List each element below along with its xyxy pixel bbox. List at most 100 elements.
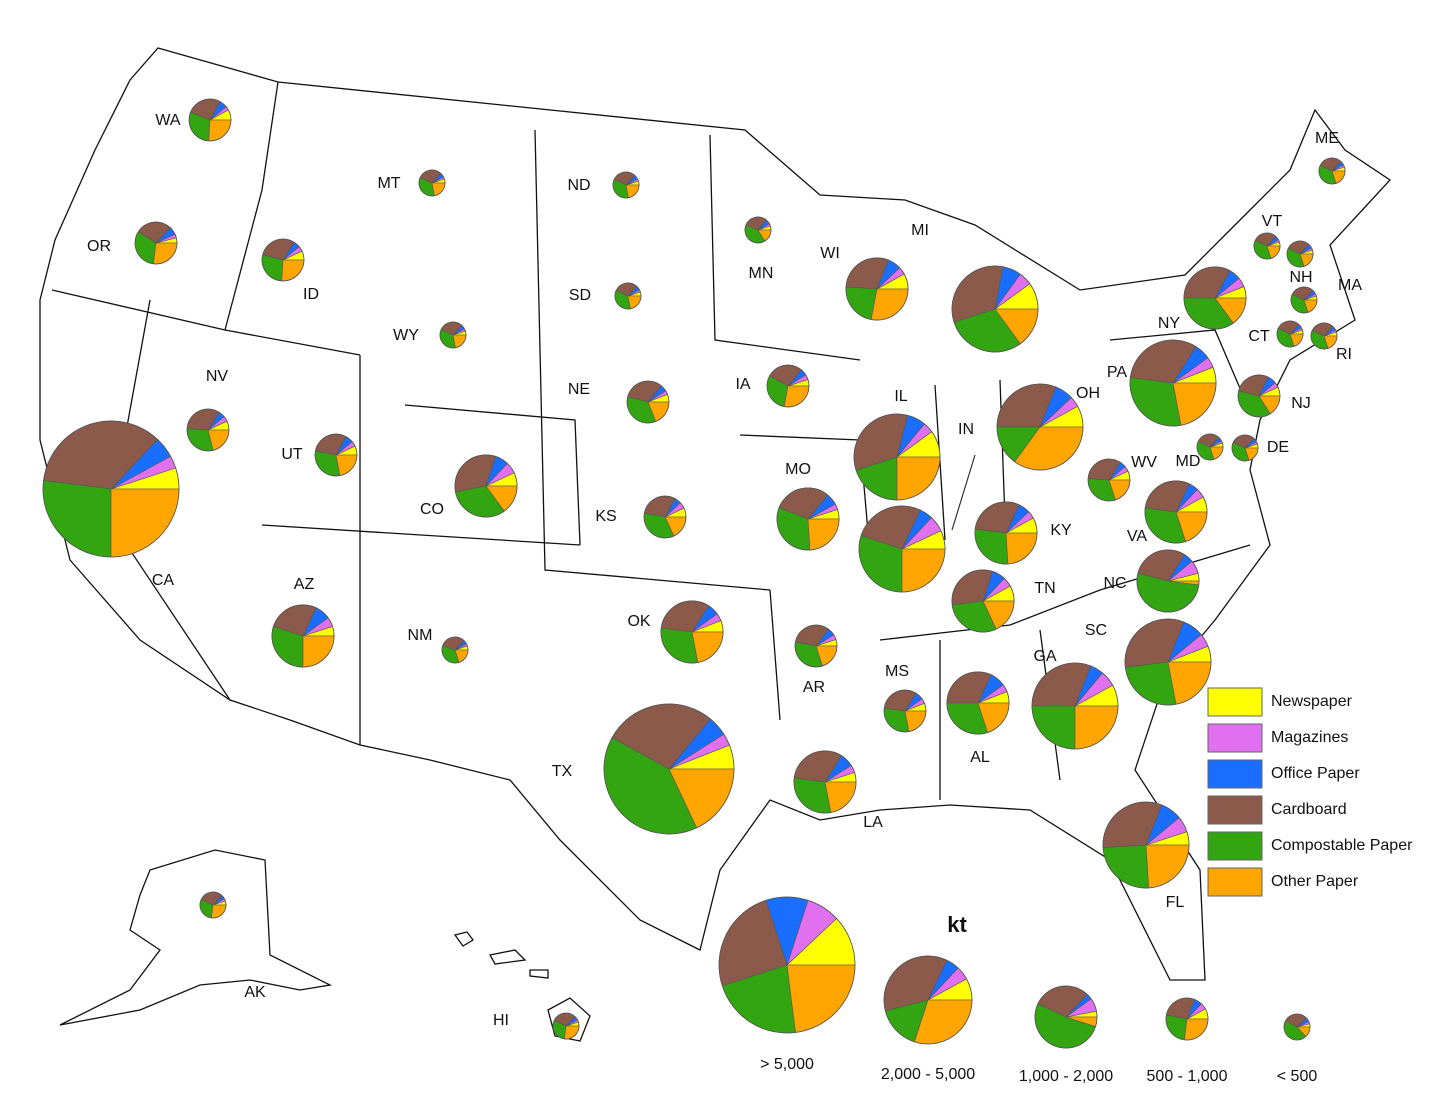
pie-outline [134, 221, 178, 265]
pie-outline [614, 282, 642, 310]
state-label: OR [87, 238, 111, 255]
state-label: CT [1248, 328, 1270, 345]
state-label: DE [1267, 439, 1289, 456]
state-label: PA [1107, 364, 1127, 381]
legend-swatch [1207, 723, 1263, 753]
pie-outline [794, 624, 838, 668]
pie-outline [199, 891, 227, 919]
pie-outline [42, 420, 180, 558]
state-label: GA [1033, 648, 1056, 665]
state-label: ID [303, 286, 319, 303]
pie-outline [996, 383, 1084, 471]
state-label: AK [244, 984, 266, 1001]
pie-outline [643, 495, 687, 539]
state-label: NY [1158, 315, 1181, 332]
pie-outline [441, 636, 469, 664]
state-label: VT [1262, 213, 1283, 230]
state-label: KS [595, 508, 616, 525]
pie-outline [1087, 458, 1131, 502]
size-legend-label: < 500 [1277, 1068, 1318, 1085]
pie-outline [418, 169, 446, 197]
state-label: MI [911, 222, 929, 239]
pie-outline [1237, 374, 1281, 418]
legend-swatch [1207, 795, 1263, 825]
state-label: OH [1076, 385, 1100, 402]
state-label: IL [894, 388, 907, 405]
pie-outline [552, 1012, 580, 1040]
pie-outline [314, 433, 358, 477]
state-label: MO [785, 461, 811, 478]
pie-outline [974, 501, 1038, 565]
pie-outline [1253, 232, 1281, 260]
pie-outline [883, 955, 973, 1045]
pie-outline [1231, 434, 1259, 462]
pie-outline [845, 257, 909, 321]
size-legend-label: 2,000 - 5,000 [881, 1066, 975, 1083]
pie-outline [439, 321, 467, 349]
state-label: NC [1103, 575, 1126, 592]
pie-outline [1102, 801, 1190, 889]
state-label: NH [1289, 269, 1312, 286]
state-label: NM [408, 627, 433, 644]
state-label: KY [1050, 522, 1072, 539]
legend-swatch [1207, 687, 1263, 717]
state-label: VA [1127, 528, 1147, 545]
state-label: TX [552, 763, 573, 780]
pie-outline [626, 380, 670, 424]
state-label: MS [885, 663, 909, 680]
state-label: TN [1034, 580, 1055, 597]
pie-outline [1286, 240, 1314, 268]
legend-label: Magazines [1271, 729, 1348, 746]
state-label: LA [863, 814, 883, 831]
pie-outline [1124, 618, 1212, 706]
hawaii-outline [453, 931, 591, 1042]
pie-outline [1034, 985, 1098, 1049]
pie-outline [718, 896, 856, 1034]
pie-slice [1184, 1018, 1209, 1041]
pie-outline [1290, 286, 1318, 314]
state-label: NV [206, 368, 229, 385]
pie-outline [776, 487, 840, 551]
size-legend-label: 1,000 - 2,000 [1019, 1068, 1113, 1085]
legend-swatch [1207, 831, 1263, 861]
pie-slice [786, 964, 856, 1033]
state-label: NJ [1291, 395, 1311, 412]
pie-outline [1276, 320, 1304, 348]
pie-outline [946, 671, 1010, 735]
legend-swatch [1207, 759, 1263, 789]
state-label: AR [803, 679, 825, 696]
state-label: CA [152, 572, 175, 589]
size-legend-title: kt [947, 912, 967, 937]
state-label: WY [393, 327, 419, 344]
legend-swatch [1207, 867, 1263, 897]
pie-outline [744, 216, 772, 244]
pie-outline [1136, 549, 1200, 613]
state-label: UT [281, 446, 303, 463]
state-label: ND [567, 177, 590, 194]
pie-outline [1318, 157, 1346, 185]
state-label: MT [377, 175, 400, 192]
state-label: AL [970, 749, 990, 766]
state-label: WI [820, 245, 840, 262]
pie-outline [454, 454, 518, 518]
pie-outline [766, 364, 810, 408]
pie-outline [188, 98, 232, 142]
pie-outline [660, 600, 724, 664]
pie-outline [612, 171, 640, 199]
state-label: SD [569, 287, 591, 304]
state-label: RI [1336, 346, 1352, 363]
state-label: HI [493, 1012, 509, 1029]
pie-outline [261, 238, 305, 282]
state-label: WV [1131, 454, 1157, 471]
legend-label: Office Paper [1271, 765, 1360, 782]
pie-outline [883, 689, 927, 733]
state-label: WA [155, 112, 181, 129]
state-label: ME [1315, 130, 1339, 147]
pie-outline [603, 703, 735, 835]
state-label: MA [1338, 277, 1362, 294]
state-label: IN [958, 421, 974, 438]
pie-outline [853, 413, 941, 501]
pie-outline [1031, 662, 1119, 750]
size-legend-label: 500 - 1,000 [1147, 1068, 1228, 1085]
